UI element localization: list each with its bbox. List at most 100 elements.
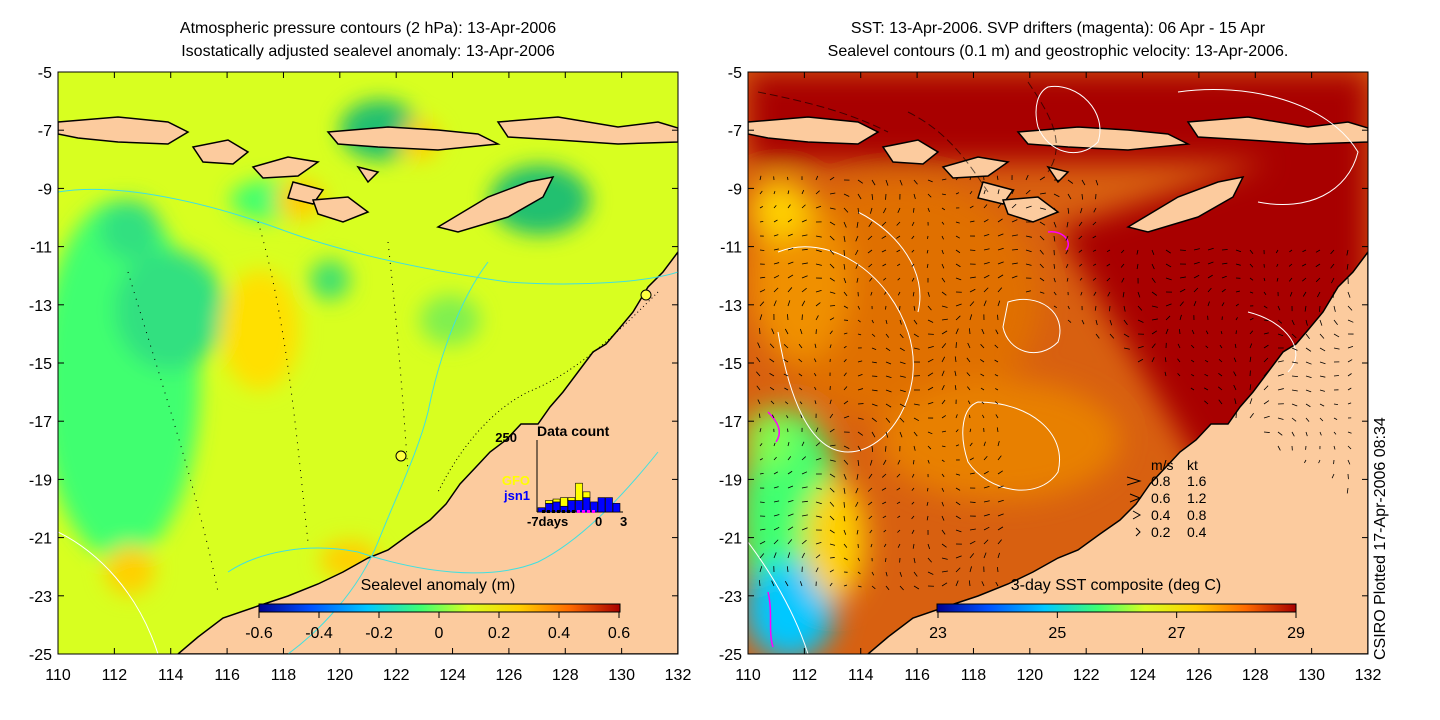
lat-tick-label: -9 bbox=[38, 181, 52, 198]
velocity-arrow bbox=[868, 473, 873, 479]
data-count-bar-gfo bbox=[552, 498, 561, 503]
velocity-arrow bbox=[1302, 249, 1307, 253]
velocity-arrow bbox=[927, 235, 929, 240]
velocity-arrow bbox=[867, 235, 873, 240]
velocity-arrow bbox=[882, 263, 887, 267]
velocity-arrow bbox=[912, 459, 915, 465]
velocity-arrow bbox=[941, 235, 944, 240]
velocity-arrow bbox=[1249, 412, 1254, 419]
velocity-arrow bbox=[1291, 431, 1295, 437]
data-count-legend-jsn1: jsn1 bbox=[503, 488, 530, 503]
velocity-arrow bbox=[983, 287, 989, 293]
velocity-arrow bbox=[912, 543, 915, 549]
velocity-arrow bbox=[896, 263, 901, 267]
velocity-arrow bbox=[941, 501, 944, 507]
velocity-arrow bbox=[801, 500, 808, 503]
sla-colorbar-tick-label: 0.6 bbox=[608, 625, 630, 642]
velocity-arrow bbox=[1093, 207, 1097, 213]
velocity-arrow bbox=[1276, 263, 1279, 267]
velocity-arrow bbox=[981, 581, 985, 587]
lon-tick-label: 126 bbox=[496, 667, 523, 684]
velocity-arrow bbox=[997, 189, 1000, 195]
velocity-arrow bbox=[981, 328, 985, 335]
velocity-arrow bbox=[1107, 291, 1111, 297]
velocity-arrow bbox=[969, 276, 976, 279]
sla-colorbar-tick-label: -0.4 bbox=[305, 625, 333, 642]
velocity-arrow bbox=[1234, 398, 1237, 405]
velocity-arrow bbox=[1011, 234, 1018, 237]
velocity-arrow bbox=[941, 207, 946, 211]
velocity-arrow bbox=[1301, 263, 1307, 267]
velocity-arrow bbox=[997, 218, 1003, 223]
velocity-arrow bbox=[829, 192, 836, 195]
velocity-arrow bbox=[871, 431, 876, 438]
velocity-arrow bbox=[1011, 262, 1018, 265]
velocity-arrow bbox=[829, 582, 833, 587]
velocity-arrow bbox=[1249, 277, 1254, 281]
velocity-arrow bbox=[983, 441, 986, 447]
velocity-arrow bbox=[1204, 359, 1209, 363]
velocity-arrow bbox=[1137, 358, 1144, 363]
velocity-arrow bbox=[983, 456, 988, 461]
sla-colorbar-label: Sealevel anomaly (m) bbox=[361, 577, 516, 594]
velocity-arrow bbox=[899, 403, 906, 408]
velocity-arrow bbox=[801, 527, 808, 531]
velocity-arrow bbox=[981, 401, 985, 405]
velocity-arrow bbox=[1078, 221, 1083, 227]
velocity-arrow bbox=[759, 566, 763, 573]
velocity-arrow bbox=[941, 582, 948, 587]
velocity-arrow bbox=[896, 249, 901, 253]
velocity-arrow bbox=[883, 207, 887, 214]
velocity-arrow bbox=[843, 584, 848, 587]
velocity-arrow bbox=[1011, 203, 1017, 209]
velocity-arrow bbox=[1204, 387, 1209, 391]
velocity-arrow bbox=[883, 277, 887, 281]
velocity-arrow bbox=[1263, 344, 1269, 349]
velocity-arrow bbox=[1011, 219, 1018, 223]
velocity-arrow bbox=[1067, 305, 1070, 310]
velocity-arrow bbox=[997, 274, 1004, 279]
velocity-arrow bbox=[871, 585, 876, 590]
velocity-arrow bbox=[843, 345, 847, 349]
velocity-arrow bbox=[1053, 235, 1056, 242]
velocity-arrow bbox=[1177, 358, 1181, 363]
data-count-bar-gfo bbox=[567, 497, 576, 501]
velocity-arrow bbox=[967, 386, 971, 391]
velocity-arrow bbox=[857, 585, 862, 588]
velocity-arrow bbox=[885, 417, 891, 423]
data-count-inset: Data count 250 GFO jsn1 -7days 0 3 bbox=[495, 423, 627, 529]
velocity-arrow bbox=[1039, 263, 1044, 269]
velocity-legend-ms: 0.4 bbox=[1151, 507, 1171, 523]
velocity-arrow bbox=[1277, 431, 1283, 436]
velocity-arrow bbox=[787, 204, 791, 209]
velocity-arrow bbox=[829, 557, 835, 559]
velocity-arrow bbox=[1249, 291, 1254, 294]
velocity-arrow bbox=[926, 487, 929, 492]
data-count-marker bbox=[577, 510, 580, 513]
velocity-arrow bbox=[969, 205, 974, 209]
velocity-arrow bbox=[787, 499, 794, 503]
velocity-arrow bbox=[783, 344, 789, 349]
velocity-arrow bbox=[913, 403, 920, 406]
velocity-arrow bbox=[1164, 357, 1167, 363]
velocity-arrow bbox=[997, 499, 1004, 503]
velocity-arrow bbox=[1233, 357, 1237, 363]
velocity-arrow bbox=[955, 328, 959, 335]
velocity-arrow bbox=[813, 358, 817, 363]
velocity-arrow bbox=[870, 291, 873, 296]
sla-colorbar-tick-label: -0.2 bbox=[365, 625, 393, 642]
velocity-arrow bbox=[997, 539, 1002, 545]
velocity-arrow bbox=[1249, 249, 1254, 254]
velocity-arrow bbox=[1065, 263, 1069, 268]
velocity-arrow bbox=[759, 314, 763, 321]
velocity-arrow bbox=[881, 249, 887, 253]
velocity-arrow bbox=[787, 526, 794, 531]
velocity-arrow bbox=[1221, 249, 1228, 251]
velocity-arrow bbox=[829, 501, 835, 507]
velocity-arrow bbox=[1123, 333, 1130, 338]
velocity-arrow bbox=[800, 414, 803, 419]
velocity-arrow bbox=[1205, 330, 1209, 335]
lon-tick-label: 132 bbox=[665, 667, 692, 684]
velocity-arrow bbox=[1319, 403, 1325, 407]
velocity-arrow bbox=[899, 319, 902, 325]
